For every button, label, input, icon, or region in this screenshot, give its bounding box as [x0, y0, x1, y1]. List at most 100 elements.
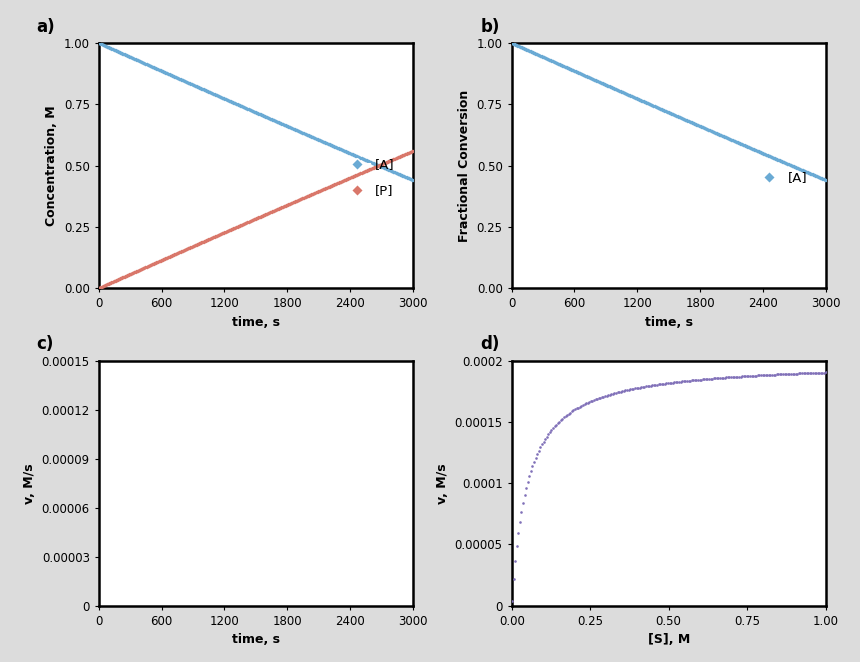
- Point: [321, 182, 335, 193]
- Point: [682, 116, 696, 126]
- Point: [297, 192, 310, 203]
- Point: [622, 89, 636, 100]
- Point: [97, 40, 111, 51]
- Point: [373, 161, 387, 171]
- Point: [163, 252, 176, 262]
- Point: [731, 137, 745, 148]
- Point: [139, 59, 153, 70]
- Point: [223, 96, 237, 107]
- Point: [93, 289, 107, 300]
- Point: [112, 274, 126, 285]
- Point: [149, 258, 163, 268]
- Point: [751, 370, 765, 381]
- Point: [210, 90, 224, 101]
- Point: [279, 297, 292, 307]
- Point: [777, 157, 790, 167]
- Point: [149, 63, 163, 73]
- Point: [302, 130, 316, 141]
- Point: [643, 99, 657, 110]
- Point: [648, 101, 661, 111]
- Point: [115, 290, 129, 301]
- Point: [138, 262, 152, 273]
- Point: [550, 58, 563, 68]
- Point: [711, 373, 725, 383]
- Point: [341, 173, 355, 184]
- Point: [533, 442, 547, 453]
- Point: [583, 73, 597, 83]
- Point: [759, 149, 772, 160]
- Point: [329, 300, 343, 310]
- Point: [145, 259, 159, 269]
- Point: [384, 305, 398, 315]
- Point: [688, 118, 702, 129]
- Point: [178, 244, 192, 255]
- Point: [305, 132, 319, 142]
- Point: [241, 104, 255, 115]
- Point: [547, 56, 561, 67]
- Point: [231, 295, 245, 305]
- Point: [177, 292, 191, 303]
- Point: [267, 115, 281, 126]
- Point: [327, 300, 341, 310]
- Point: [165, 292, 179, 303]
- Point: [241, 295, 255, 305]
- Point: [378, 158, 391, 168]
- Point: [392, 169, 406, 179]
- Point: [289, 297, 303, 308]
- Point: [224, 224, 237, 235]
- Point: [404, 307, 418, 318]
- Point: [163, 291, 177, 302]
- Point: [333, 301, 347, 311]
- Point: [654, 103, 667, 114]
- Point: [706, 126, 720, 137]
- Point: [634, 95, 648, 105]
- Point: [520, 45, 534, 56]
- Point: [758, 370, 771, 381]
- Point: [647, 101, 660, 111]
- Point: [349, 151, 363, 162]
- Point: [226, 97, 240, 108]
- Point: [313, 135, 327, 146]
- Point: [328, 300, 341, 310]
- Point: [347, 170, 361, 181]
- Point: [311, 186, 325, 197]
- Point: [246, 106, 260, 117]
- Point: [718, 132, 732, 142]
- Point: [404, 174, 418, 185]
- Point: [610, 84, 624, 95]
- Point: [400, 172, 414, 183]
- Point: [133, 264, 147, 275]
- Point: [570, 67, 584, 77]
- Point: [267, 205, 281, 216]
- Point: [364, 303, 378, 313]
- Point: [354, 153, 368, 164]
- Point: [111, 274, 125, 285]
- Point: [246, 214, 260, 225]
- Point: [257, 295, 271, 306]
- Point: [353, 302, 367, 312]
- Point: [347, 150, 361, 161]
- Point: [740, 142, 754, 152]
- Point: [117, 49, 131, 60]
- Point: [282, 122, 296, 132]
- Point: [217, 228, 230, 238]
- Point: [101, 42, 114, 52]
- Point: [396, 306, 410, 316]
- Point: [153, 256, 167, 266]
- Point: [378, 304, 391, 314]
- Point: [268, 205, 282, 215]
- Point: [346, 149, 359, 160]
- Point: [243, 295, 257, 305]
- Point: [377, 304, 390, 314]
- Point: [255, 295, 268, 306]
- Point: [586, 73, 599, 84]
- Point: [542, 54, 556, 65]
- Point: [399, 172, 413, 183]
- Point: [139, 291, 153, 301]
- Point: [132, 265, 145, 276]
- Point: [402, 148, 415, 158]
- Point: [100, 289, 114, 300]
- Point: [376, 158, 390, 169]
- Point: [705, 126, 719, 136]
- Point: [683, 117, 697, 127]
